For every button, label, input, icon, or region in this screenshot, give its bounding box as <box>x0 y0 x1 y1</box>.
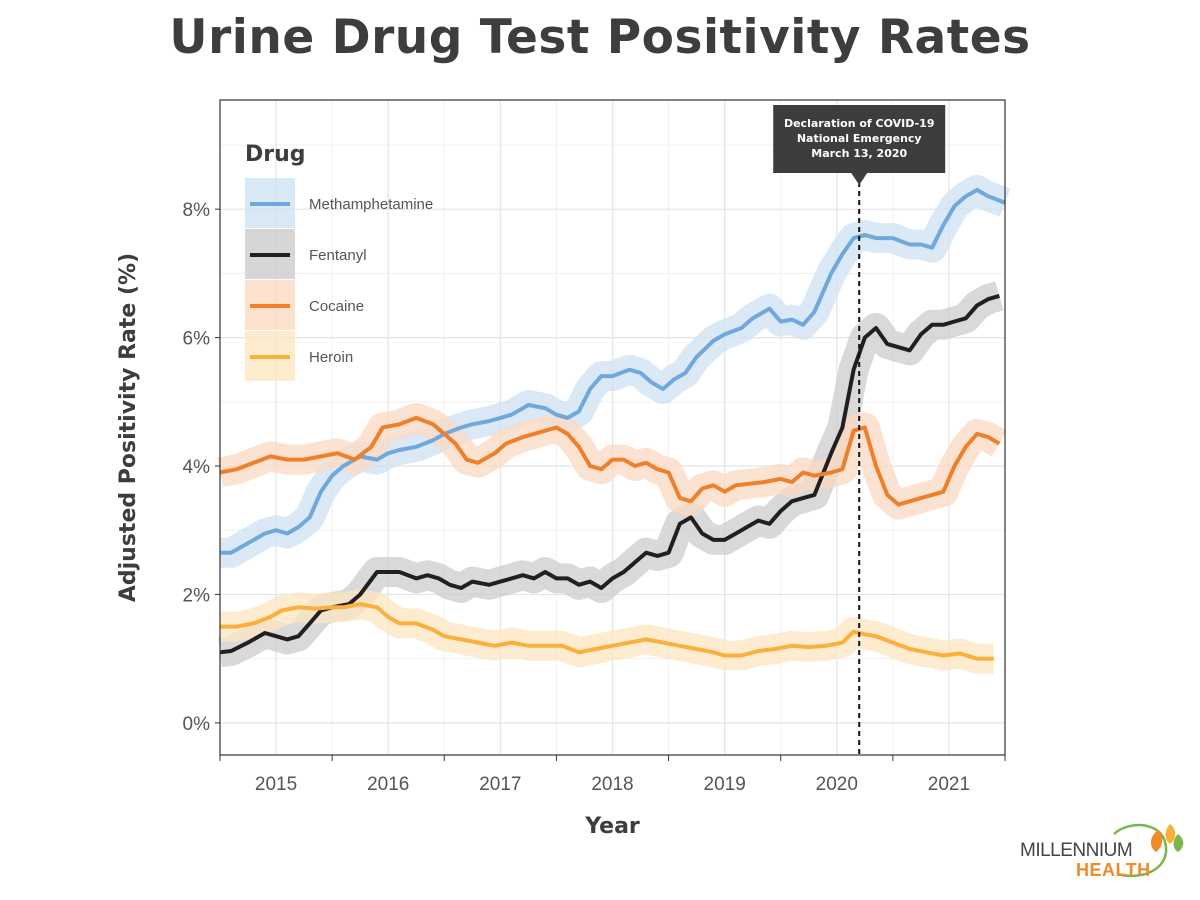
annotation-box <box>773 105 946 173</box>
legend-label: Methamphetamine <box>309 196 433 213</box>
annotation-line-1: Declaration of COVID-19 <box>784 117 935 130</box>
series-line-cocaine <box>219 415 1001 507</box>
series-line-heroin <box>220 602 994 661</box>
logo-text-health: HEALTH <box>1076 860 1151 880</box>
x-tick-label: 2015 <box>255 774 297 795</box>
legend-label: Heroin <box>309 349 353 366</box>
x-tick-label: 2017 <box>479 774 521 795</box>
x-tick-label: 2018 <box>591 774 633 795</box>
y-tick-label: 0% <box>183 714 211 735</box>
legend-label: Cocaine <box>309 298 364 315</box>
leaf-logo-icon <box>1113 823 1184 878</box>
legend-label: Fentanyl <box>309 247 367 264</box>
millennium-health-logo: MILLENNIUM HEALTH <box>1018 822 1188 892</box>
covid-annotation: Declaration of COVID-19 National Emergenc… <box>773 105 946 185</box>
series-line-fentanyl <box>219 293 1000 655</box>
y-tick-label: 6% <box>183 329 211 350</box>
x-tick-label: 2020 <box>816 774 858 795</box>
chart-title: Urine Drug Test Positivity Rates <box>169 10 1031 65</box>
annotation-pointer <box>851 173 868 185</box>
y-tick-label: 4% <box>183 457 211 478</box>
legend-title: Drug <box>245 142 306 167</box>
y-tick-label: 8% <box>183 200 211 221</box>
x-tick-label: 2016 <box>367 774 409 795</box>
annotation-line-2: National Emergency <box>797 132 922 145</box>
panel-border <box>219 99 1006 756</box>
series-line-methamphetamine <box>220 187 1006 555</box>
y-tick-label: 2% <box>183 585 211 606</box>
x-axis-title: Year <box>584 814 640 839</box>
legend: Drug Methamphetamine Fentanyl Cocaine Heroin <box>245 142 433 381</box>
x-tick-label: 2019 <box>704 774 746 795</box>
annotation-line-3: March 13, 2020 <box>811 147 907 160</box>
x-tick-label: 2021 <box>928 774 970 795</box>
logo-text-millennium: MILLENNIUM <box>1020 840 1133 861</box>
y-axis-title: Adjusted Positivity Rate (%) <box>116 253 141 602</box>
